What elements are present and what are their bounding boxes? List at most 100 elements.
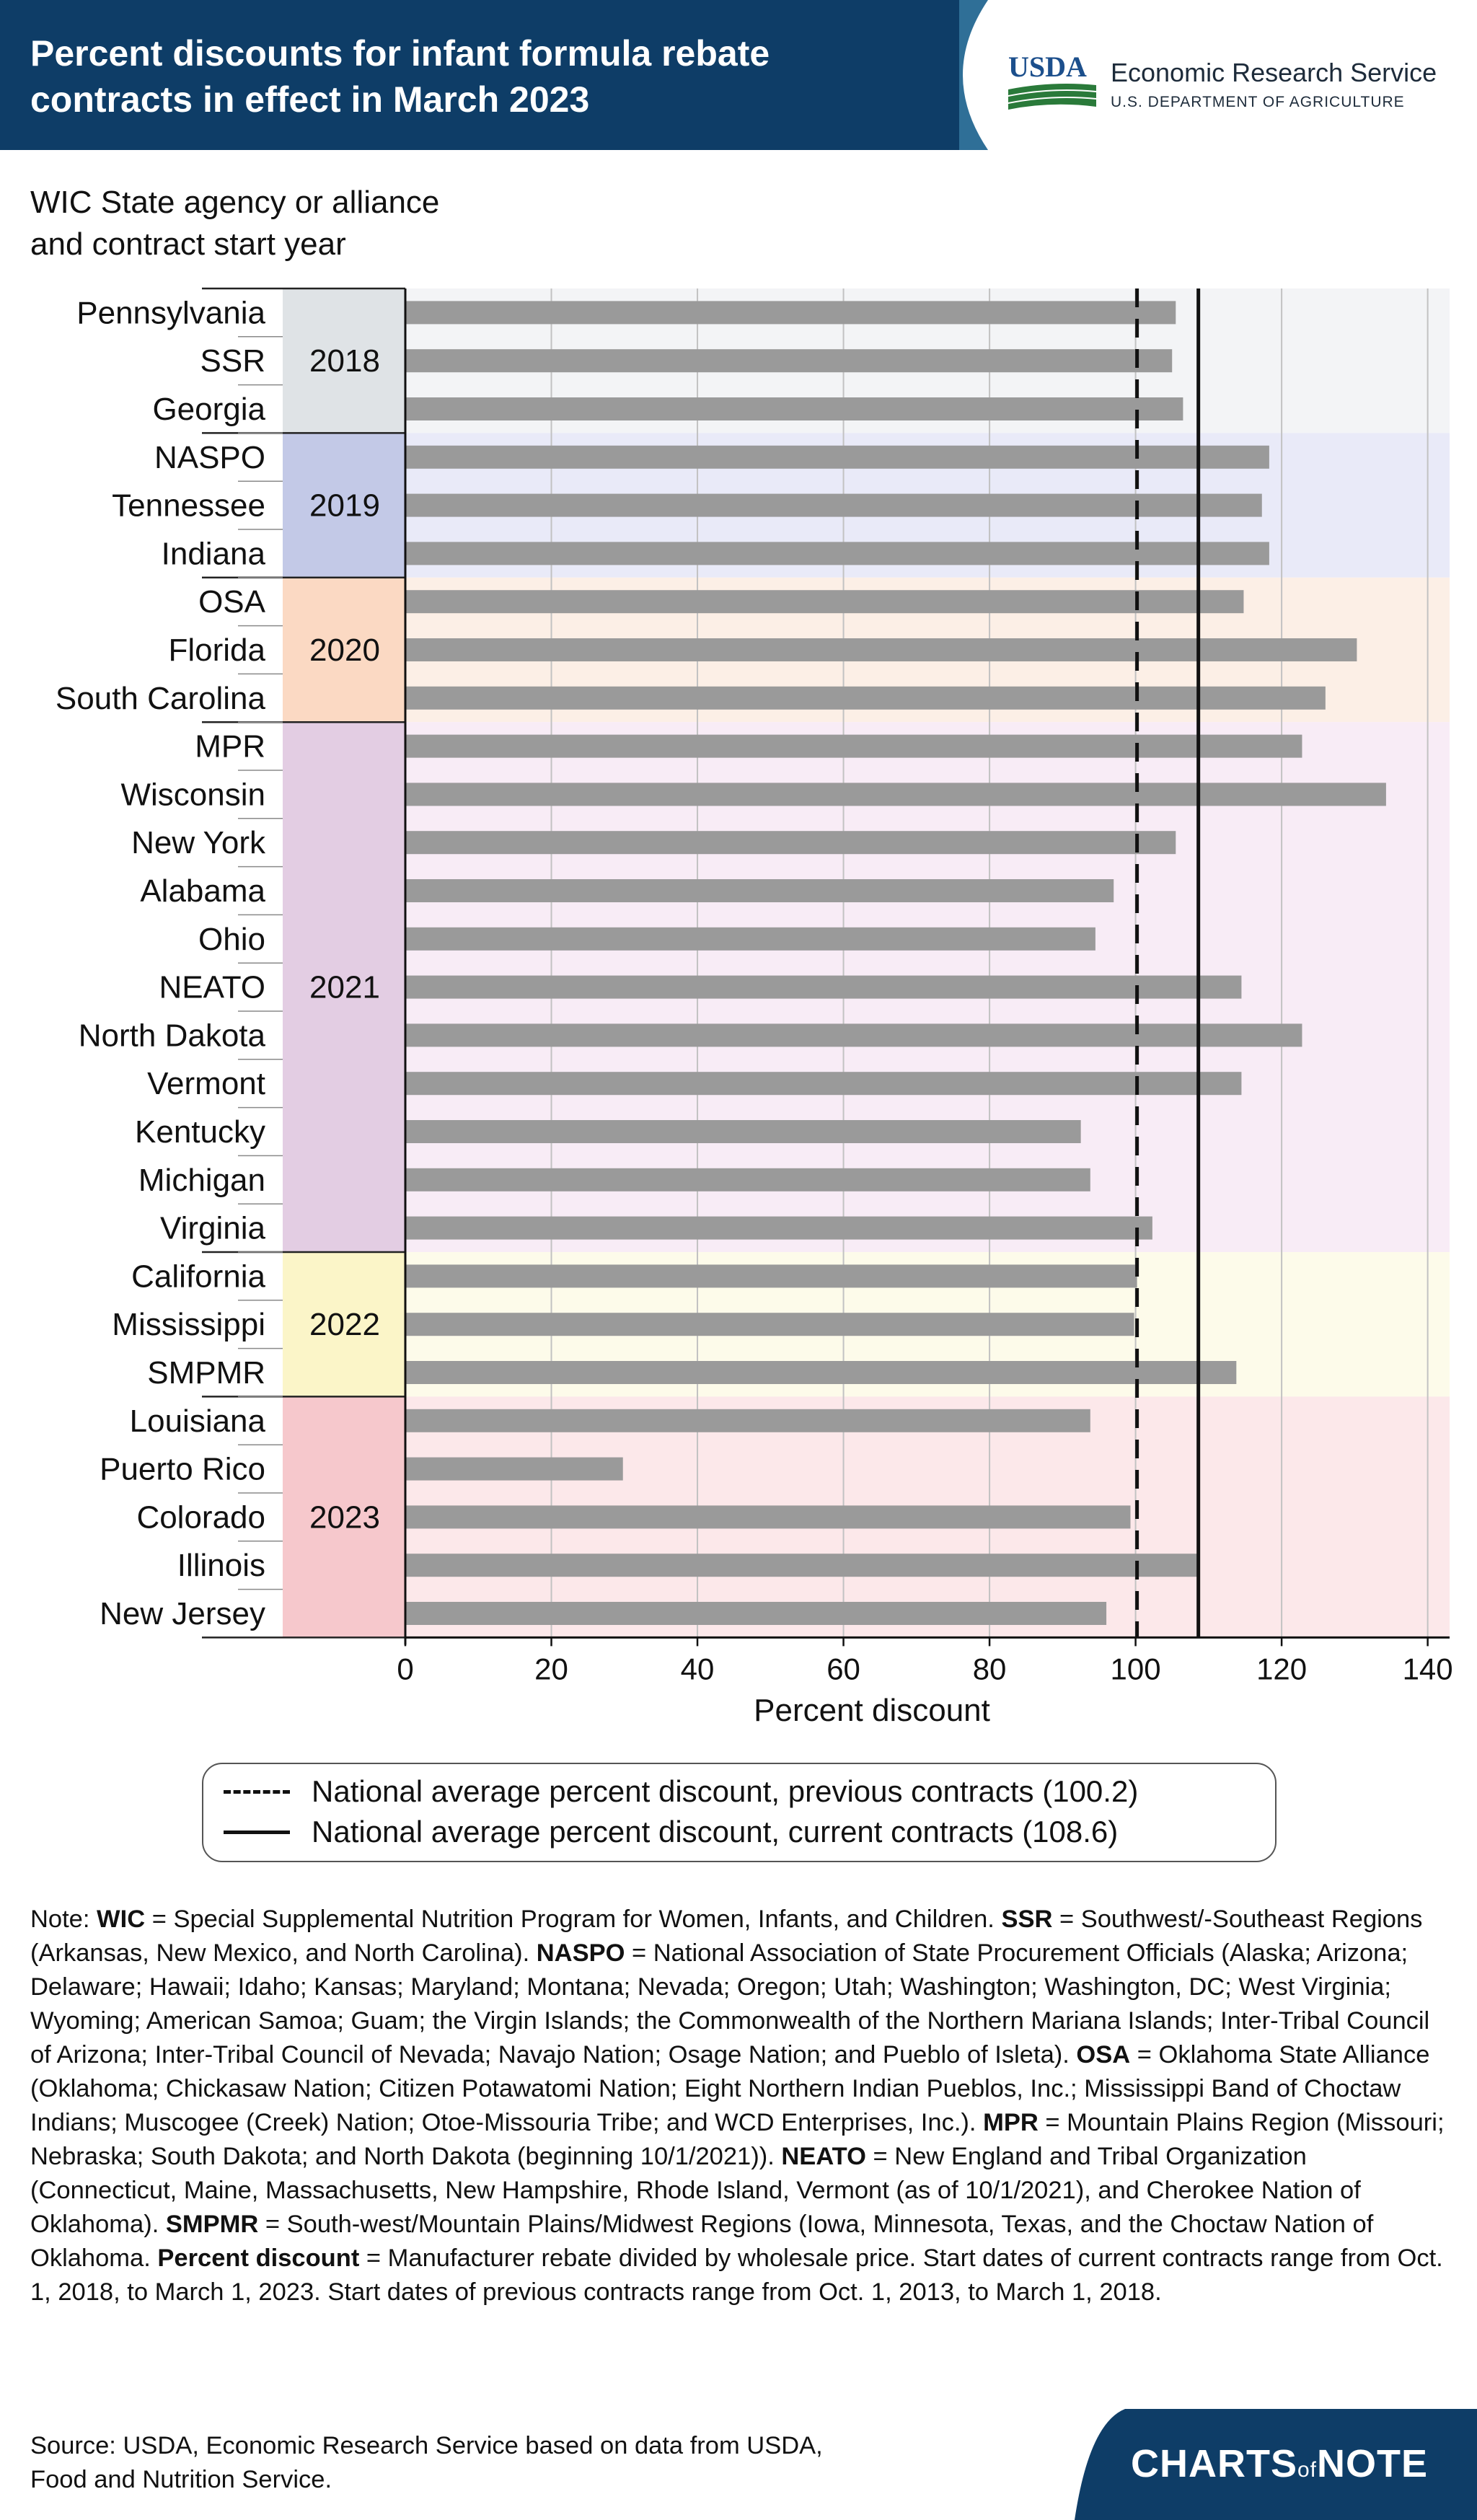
charts-of-note-badge <box>1075 2409 1477 2520</box>
year-band-2023 <box>283 1396 405 1638</box>
note-def-mpr: = Mountain Plains Region (Missouri; Nebr… <box>30 2109 1445 2170</box>
x-tick-label: 20 <box>534 1652 568 1686</box>
category-label: Georgia <box>152 392 265 427</box>
note-def-naspo: = National Association of State Procurem… <box>30 1939 1430 2069</box>
charts-of-note-wordmark: CHARTSofNOTE <box>1131 2441 1428 2486</box>
usda-logo-icon: USDA <box>1008 52 1096 110</box>
x-tick-label: 120 <box>1256 1652 1307 1686</box>
note-def-ssr: = Southwest/-Southeast Regions (Arkansas… <box>30 1906 1423 1967</box>
category-label: Mississippi <box>112 1307 265 1342</box>
x-axis-label: Percent discount <box>754 1693 990 1728</box>
bar-new-jersey <box>405 1602 1107 1625</box>
category-label: South Carolina <box>56 681 266 716</box>
year-label-2022: 2022 <box>309 1307 380 1342</box>
bar-ohio <box>405 927 1095 951</box>
note-term-ssr: SSR <box>1001 1906 1053 1933</box>
year-band-2018 <box>283 288 405 433</box>
category-label: Wisconsin <box>121 777 266 812</box>
bar-colorado <box>405 1505 1131 1529</box>
category-label: MPR <box>195 729 265 765</box>
source-text: Source: USDA, Economic Research Service … <box>30 2429 968 2497</box>
note-term-mpr: MPR <box>983 2109 1039 2136</box>
category-label: Vermont <box>147 1066 265 1101</box>
header-banner <box>0 0 1477 150</box>
legend-label-current: National average percent discount, curre… <box>312 1815 1119 1849</box>
bar-ssr <box>405 349 1173 373</box>
legend-item-previous: National average percent discount, previ… <box>224 1771 1138 1812</box>
category-label: SSR <box>200 343 265 379</box>
category-label: OSA <box>198 584 266 620</box>
category-label: Michigan <box>138 1163 265 1198</box>
source-line-2: Food and Nutrition Service. <box>30 2466 332 2493</box>
solid-line-swatch <box>224 1830 290 1834</box>
bar-alabama <box>405 879 1114 902</box>
bar-pennsylvania <box>405 301 1176 325</box>
bar-mississippi <box>405 1313 1134 1336</box>
category-label: Illinois <box>177 1548 265 1583</box>
bar-indiana <box>405 542 1269 565</box>
x-tick-label: 100 <box>1111 1652 1161 1686</box>
category-label: New Jersey <box>100 1596 265 1631</box>
brand-of: of <box>1297 2458 1318 2482</box>
bar-california <box>405 1264 1137 1288</box>
category-labels: 2018 2019 2020 2021 2022 2023 Pennsylvania SSR G… <box>56 287 405 1639</box>
org-name: Economic Research Service <box>1111 58 1437 87</box>
category-label: Florida <box>169 633 266 668</box>
bar-wisconsin <box>405 783 1386 806</box>
note-def-osa: = Oklahoma State Alliance (Oklahoma; Chi… <box>30 2041 1430 2136</box>
bar-neato <box>405 975 1242 999</box>
x-tick-label: 80 <box>973 1652 1007 1686</box>
bar-smpmr <box>405 1361 1237 1384</box>
bars <box>405 301 1386 1625</box>
bar-new-york <box>405 831 1176 855</box>
reference-lines <box>1135 288 1201 1638</box>
x-tick-label: 140 <box>1403 1652 1453 1686</box>
category-label: Virginia <box>160 1211 265 1246</box>
note-def-wic: = Special Supplemental Nutrition Program… <box>145 1906 1002 1933</box>
year-band-2021 <box>283 722 405 1252</box>
bar-georgia <box>405 397 1183 420</box>
category-label: Puerto Rico <box>100 1452 265 1487</box>
y-axis-caption: WIC State agency or alliance and contrac… <box>30 182 535 265</box>
category-label: SMPMR <box>147 1355 265 1391</box>
x-tick-label: 0 <box>397 1652 413 1686</box>
note-term-percent-discount: Percent discount <box>157 2244 360 2272</box>
source-line-1: Source: USDA, Economic Research Service … <box>30 2432 823 2459</box>
category-label: NEATO <box>159 970 265 1005</box>
x-tick-label: 60 <box>826 1652 860 1686</box>
title-line-2: contracts in effect in March 2023 <box>30 79 590 120</box>
note-term-neato: NEATO <box>781 2143 866 2170</box>
category-label: Indiana <box>162 536 266 571</box>
brand-suffix: NOTE <box>1317 2442 1429 2485</box>
category-label: Colorado <box>136 1499 265 1535</box>
brand-prefix: CHARTS <box>1131 2442 1297 2485</box>
year-band-2022 <box>283 1252 405 1397</box>
bar-north-dakota <box>405 1023 1302 1047</box>
note-lead: Note: <box>30 1906 97 1933</box>
legend-item-current: National average percent discount, curre… <box>224 1812 1118 1852</box>
bar-osa <box>405 590 1244 614</box>
note-def-neato: = New England and Tribal Organization (C… <box>30 2143 1361 2238</box>
bar-illinois <box>405 1554 1198 1577</box>
bar-naspo <box>405 445 1269 469</box>
department-name: U.S. DEPARTMENT OF AGRICULTURE <box>1111 94 1405 110</box>
chart-title: Percent discounts for infant formula reb… <box>30 30 953 123</box>
category-label: New York <box>131 825 266 860</box>
bar-virginia <box>405 1216 1152 1240</box>
year-label-2018: 2018 <box>309 343 380 379</box>
note-def-smpmr: = South-west/Mountain Plains/Midwest Reg… <box>30 2211 1374 2272</box>
y-axis-caption-line-2: and contract start year <box>30 226 346 262</box>
category-label: Tennessee <box>112 488 265 524</box>
bar-michigan <box>405 1168 1090 1191</box>
note-term-osa: OSA <box>1076 2041 1131 2069</box>
x-tick-label: 40 <box>681 1652 715 1686</box>
bar-louisiana <box>405 1409 1090 1432</box>
legend: National average percent discount, previ… <box>202 1763 1277 1862</box>
note-term-wic: WIC <box>97 1906 146 1933</box>
year-label-2020: 2020 <box>309 633 380 668</box>
year-label-2019: 2019 <box>309 488 380 524</box>
category-label: Alabama <box>140 873 265 909</box>
bar-kentucky <box>405 1120 1081 1143</box>
bar-mpr <box>405 734 1302 758</box>
dashed-line-swatch <box>224 1789 290 1794</box>
